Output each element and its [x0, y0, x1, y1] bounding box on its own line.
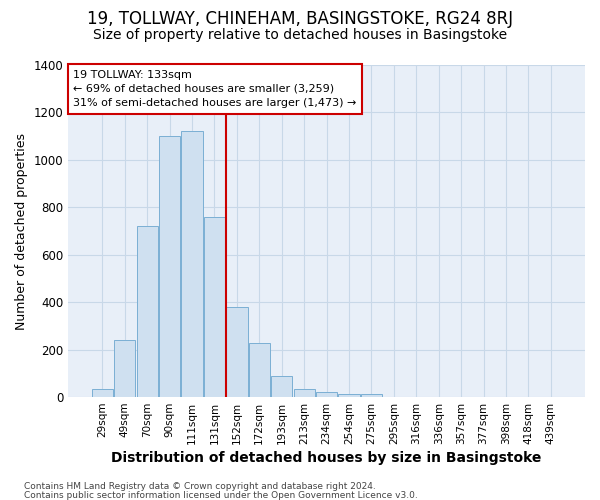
Bar — [92, 389, 113, 397]
Text: Size of property relative to detached houses in Basingstoke: Size of property relative to detached ho… — [93, 28, 507, 42]
Bar — [361, 394, 382, 397]
Text: 19 TOLLWAY: 133sqm
← 69% of detached houses are smaller (3,259)
31% of semi-deta: 19 TOLLWAY: 133sqm ← 69% of detached hou… — [73, 70, 357, 108]
Bar — [204, 217, 225, 397]
Bar — [181, 132, 203, 397]
Bar — [293, 389, 315, 397]
Y-axis label: Number of detached properties: Number of detached properties — [15, 132, 28, 330]
Bar — [248, 342, 270, 397]
Bar — [226, 307, 248, 397]
Bar — [114, 340, 136, 397]
Text: Contains HM Land Registry data © Crown copyright and database right 2024.: Contains HM Land Registry data © Crown c… — [24, 482, 376, 491]
Bar — [137, 226, 158, 397]
Text: 19, TOLLWAY, CHINEHAM, BASINGSTOKE, RG24 8RJ: 19, TOLLWAY, CHINEHAM, BASINGSTOKE, RG24… — [87, 10, 513, 28]
Bar — [271, 376, 292, 397]
Bar — [159, 136, 180, 397]
Text: Contains public sector information licensed under the Open Government Licence v3: Contains public sector information licen… — [24, 490, 418, 500]
Bar — [338, 394, 359, 397]
Bar — [316, 392, 337, 397]
X-axis label: Distribution of detached houses by size in Basingstoke: Distribution of detached houses by size … — [112, 451, 542, 465]
